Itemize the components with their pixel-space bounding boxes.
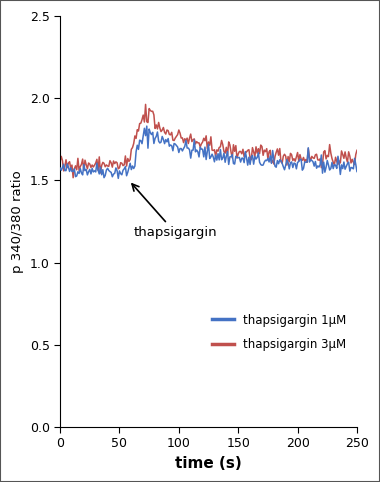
X-axis label: time (s): time (s) xyxy=(175,456,242,471)
thapsigargin 1μM xyxy=(116,175,120,181)
Legend: thapsigargin 1μM, thapsigargin 3μM: thapsigargin 1μM, thapsigargin 3μM xyxy=(207,309,351,356)
thapsigargin 3μM xyxy=(236,151,241,157)
thapsigargin 1μM xyxy=(236,155,241,161)
thapsigargin 3μM xyxy=(143,102,148,107)
Y-axis label: p 340/380 ratio: p 340/380 ratio xyxy=(11,170,24,273)
thapsigargin 3μM xyxy=(283,153,288,159)
thapsigargin 1μM xyxy=(283,162,288,168)
Line: thapsigargin 1μM: thapsigargin 1μM xyxy=(60,126,357,178)
thapsigargin 1μM xyxy=(177,149,181,155)
thapsigargin 3μM xyxy=(177,127,181,133)
thapsigargin 3μM xyxy=(196,140,200,146)
thapsigargin 1μM xyxy=(261,162,265,168)
thapsigargin 3μM xyxy=(261,152,265,158)
thapsigargin 3μM xyxy=(71,175,75,181)
Text: thapsigargin: thapsigargin xyxy=(132,184,217,240)
thapsigargin 1μM xyxy=(58,165,62,171)
Line: thapsigargin 3μM: thapsigargin 3μM xyxy=(60,105,357,178)
thapsigargin 1μM xyxy=(239,155,244,161)
thapsigargin 3μM xyxy=(58,158,62,164)
thapsigargin 1μM xyxy=(196,149,200,155)
thapsigargin 1μM xyxy=(355,169,359,174)
thapsigargin 3μM xyxy=(239,151,244,157)
thapsigargin 3μM xyxy=(355,147,359,153)
thapsigargin 1μM xyxy=(144,123,149,129)
